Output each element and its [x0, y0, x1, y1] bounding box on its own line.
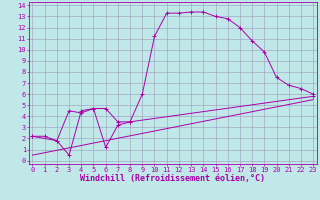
X-axis label: Windchill (Refroidissement éolien,°C): Windchill (Refroidissement éolien,°C) [80, 174, 265, 183]
